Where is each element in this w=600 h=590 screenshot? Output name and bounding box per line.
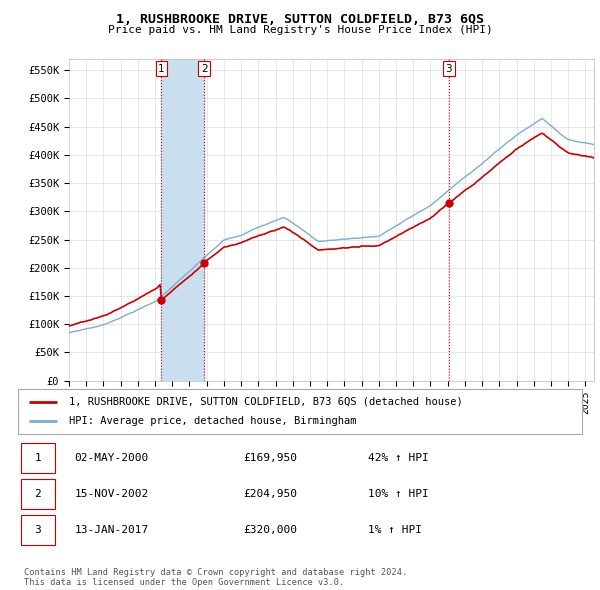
Text: 1% ↑ HPI: 1% ↑ HPI bbox=[368, 525, 422, 535]
Text: 1, RUSHBROOKE DRIVE, SUTTON COLDFIELD, B73 6QS: 1, RUSHBROOKE DRIVE, SUTTON COLDFIELD, B… bbox=[116, 13, 484, 26]
Text: 10% ↑ HPI: 10% ↑ HPI bbox=[368, 489, 428, 499]
Text: 3: 3 bbox=[34, 525, 41, 535]
Text: Contains HM Land Registry data © Crown copyright and database right 2024.
This d: Contains HM Land Registry data © Crown c… bbox=[24, 568, 407, 587]
Text: 2: 2 bbox=[201, 64, 208, 74]
Text: 2: 2 bbox=[34, 489, 41, 499]
Text: £204,950: £204,950 bbox=[244, 489, 298, 499]
Text: 15-NOV-2002: 15-NOV-2002 bbox=[74, 489, 149, 499]
Bar bbox=[21, 443, 55, 473]
Bar bbox=[21, 480, 55, 509]
Text: HPI: Average price, detached house, Birmingham: HPI: Average price, detached house, Birm… bbox=[69, 417, 356, 426]
Text: 3: 3 bbox=[446, 64, 452, 74]
Text: £320,000: £320,000 bbox=[244, 525, 298, 535]
Text: 42% ↑ HPI: 42% ↑ HPI bbox=[368, 453, 428, 463]
Text: 1: 1 bbox=[34, 453, 41, 463]
Text: 13-JAN-2017: 13-JAN-2017 bbox=[74, 525, 149, 535]
Text: 1, RUSHBROOKE DRIVE, SUTTON COLDFIELD, B73 6QS (detached house): 1, RUSHBROOKE DRIVE, SUTTON COLDFIELD, B… bbox=[69, 397, 463, 407]
Bar bbox=[21, 516, 55, 545]
Text: 02-MAY-2000: 02-MAY-2000 bbox=[74, 453, 149, 463]
Text: Price paid vs. HM Land Registry's House Price Index (HPI): Price paid vs. HM Land Registry's House … bbox=[107, 25, 493, 35]
Bar bbox=[161, 59, 204, 381]
Text: 1: 1 bbox=[158, 64, 165, 74]
Text: £169,950: £169,950 bbox=[244, 453, 298, 463]
